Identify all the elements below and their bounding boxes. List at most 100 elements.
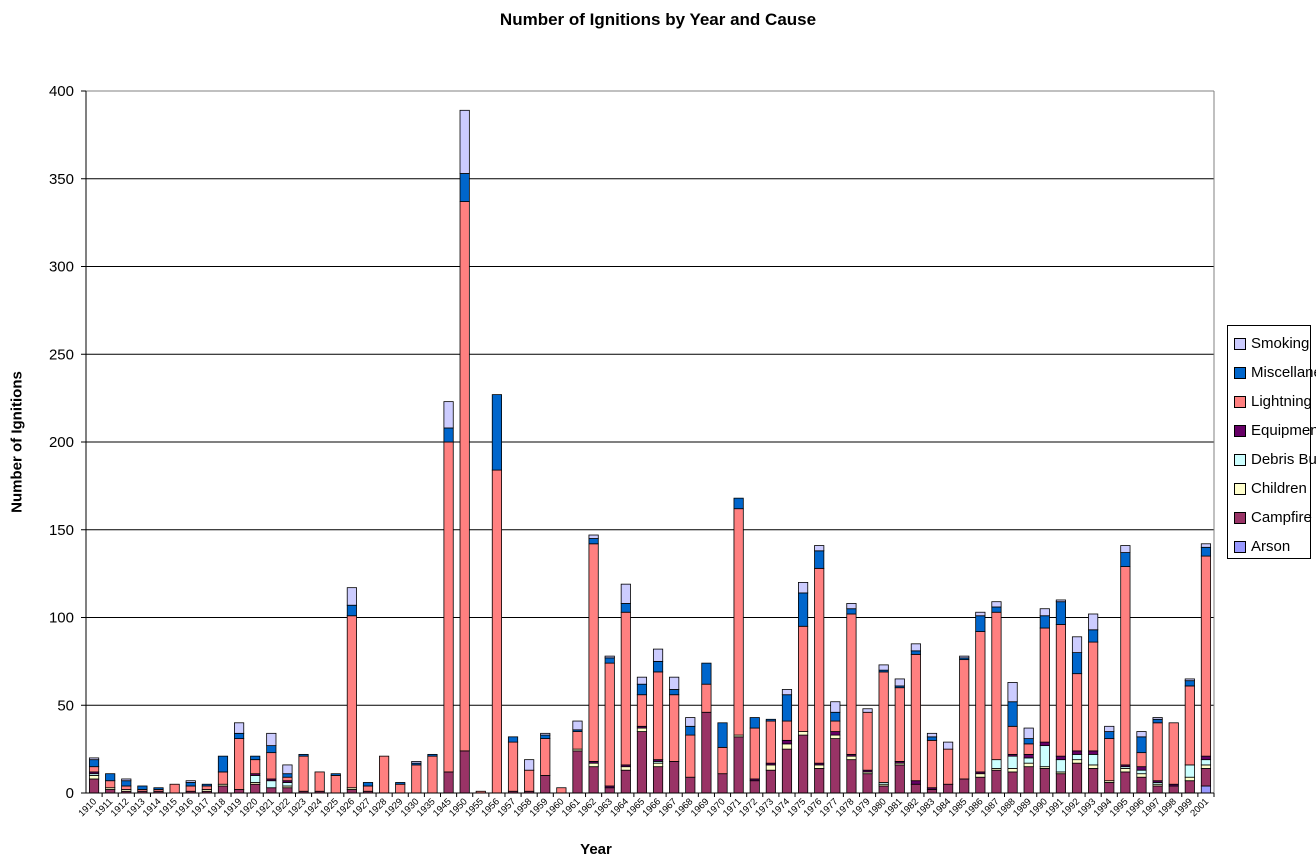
bar-segment-campfire	[1007, 771, 1018, 794]
x-tick-label: 2001	[1188, 796, 1211, 819]
bar-segment-children	[1136, 773, 1147, 778]
bar-segment-campfire	[830, 738, 841, 794]
bar-segment-lightning	[749, 727, 760, 780]
bar-segment-campfire	[652, 766, 664, 794]
legend-label: Lightning	[1251, 393, 1312, 410]
bar-segment-miscellaneous	[588, 538, 599, 545]
bar-segment-children	[798, 731, 809, 736]
bar-segment-campfire	[1039, 768, 1050, 794]
bar-segment-miscellaneous	[234, 732, 245, 739]
bar-segment-equipment	[1088, 750, 1099, 755]
bar-segment-lightning	[975, 631, 986, 773]
bar-segment-smoking	[121, 778, 132, 782]
bar-segment-campfire	[991, 769, 1002, 794]
bar-segment-miscellaneous	[330, 773, 341, 776]
bar-segment-lightning	[88, 766, 100, 773]
bar-segment-smoking	[1023, 727, 1034, 739]
legend-swatch	[1234, 453, 1246, 466]
y-tick-label: 50	[57, 697, 74, 714]
bar-segment-lightning	[250, 759, 261, 775]
bar-segment-campfire	[282, 787, 293, 794]
bar-segment-campfire	[910, 783, 921, 794]
bar-segment-miscellaneous	[443, 427, 454, 443]
bar-segment-miscellaneous	[298, 753, 309, 757]
bar-segment-smoking	[604, 655, 615, 659]
bar-segment-lightning	[1071, 673, 1083, 752]
bar-segment-smoking	[234, 722, 245, 734]
bar-segment-children	[1071, 759, 1083, 764]
bar-segment-smoking	[636, 676, 648, 685]
bar-segment-lightning	[234, 738, 245, 790]
bar-segment-miscellaneous	[185, 782, 196, 787]
bar-segment-miscellaneous	[1071, 652, 1083, 675]
bar-segment-debris-burning	[1023, 757, 1034, 764]
bar-segment-children	[636, 727, 648, 732]
bar-segment-smoking	[88, 757, 100, 761]
bar-segment-miscellaneous	[201, 783, 212, 787]
bar-segment-children	[620, 766, 631, 771]
legend-label: Equipment	[1251, 422, 1316, 439]
bar-segment-miscellaneous	[105, 773, 116, 782]
legend-label: Debris Burning	[1251, 451, 1316, 468]
legend-swatch	[1234, 424, 1246, 437]
bar-segment-arson	[1200, 785, 1212, 794]
bar-segment-miscellaneous	[975, 615, 986, 632]
bar-segment-miscellaneous	[620, 603, 631, 613]
bar-segment-smoking	[282, 764, 293, 775]
bar-segment-children	[588, 762, 599, 768]
bar-segment-smoking	[991, 601, 1002, 608]
legend-swatch	[1234, 395, 1246, 408]
bar-segment-lightning	[862, 711, 873, 771]
x-axis-label: Year	[580, 841, 612, 858]
bar-segment-campfire	[1136, 776, 1147, 794]
bar-segment-lightning	[830, 720, 841, 732]
bar-segment-campfire	[701, 711, 712, 794]
bar-segment-campfire	[669, 761, 680, 794]
bar-segment-miscellaneous	[1120, 552, 1131, 568]
bar-segment-campfire	[266, 787, 277, 794]
bar-segment-lightning	[620, 611, 631, 766]
bar-segment-campfire	[217, 785, 229, 794]
legend: Smoking Miscellaneous Lightning Equipment De…	[1227, 325, 1316, 561]
bar-segment-campfire	[572, 750, 583, 794]
bar-segment-children	[1007, 768, 1018, 773]
bar-segment-lightning	[717, 746, 728, 775]
bar-segment-lightning	[346, 615, 357, 789]
legend-item: Campfire	[1234, 503, 1312, 532]
bar-segment-campfire	[733, 736, 744, 794]
bar-segment-campfire	[636, 731, 648, 794]
bar-segment-smoking	[540, 732, 551, 736]
legend-label: Miscellaneous	[1251, 364, 1316, 381]
legend-swatch	[1234, 482, 1246, 495]
bar-segment-miscellaneous	[217, 755, 229, 773]
legend-item: Children	[1234, 474, 1310, 503]
bar-segment-equipment	[1055, 755, 1066, 761]
y-axis-label: Number of Ignitions	[8, 371, 26, 513]
bar-segment-miscellaneous	[395, 782, 406, 785]
bar-segment-children	[765, 764, 776, 771]
bar-segment-smoking	[459, 109, 470, 174]
bar-segment-lightning	[1039, 627, 1050, 743]
bar-segment-lightning	[411, 764, 422, 794]
bar-segment-miscellaneous	[540, 734, 551, 739]
bar-segment-children	[814, 764, 825, 769]
bar-segment-lightning	[926, 739, 938, 789]
bar-segment-campfire	[765, 769, 776, 794]
bar-segment-campfire	[620, 769, 631, 794]
bar-segment-miscellaneous	[1184, 680, 1195, 687]
bar-segment-miscellaneous	[749, 717, 760, 729]
y-tick-label: 150	[49, 522, 74, 539]
bar-segment-lightning	[636, 694, 648, 727]
bar-segment-debris-burning	[991, 759, 1002, 769]
bar-segment-smoking	[572, 720, 583, 731]
legend-item: Arson	[1234, 532, 1310, 561]
legend-label: Children	[1251, 480, 1307, 497]
bar-segment-lightning	[314, 771, 325, 792]
bar-segment-lightning	[395, 783, 406, 794]
bar-segment-lightning	[459, 201, 470, 752]
chart-title: Number of Ignitions by Year and Cause	[499, 10, 817, 29]
bar-segment-campfire	[1200, 768, 1212, 787]
bar-segment-lightning	[1120, 566, 1131, 766]
bar-segment-smoking	[411, 761, 422, 764]
legend-item: Equipment	[1234, 416, 1316, 445]
